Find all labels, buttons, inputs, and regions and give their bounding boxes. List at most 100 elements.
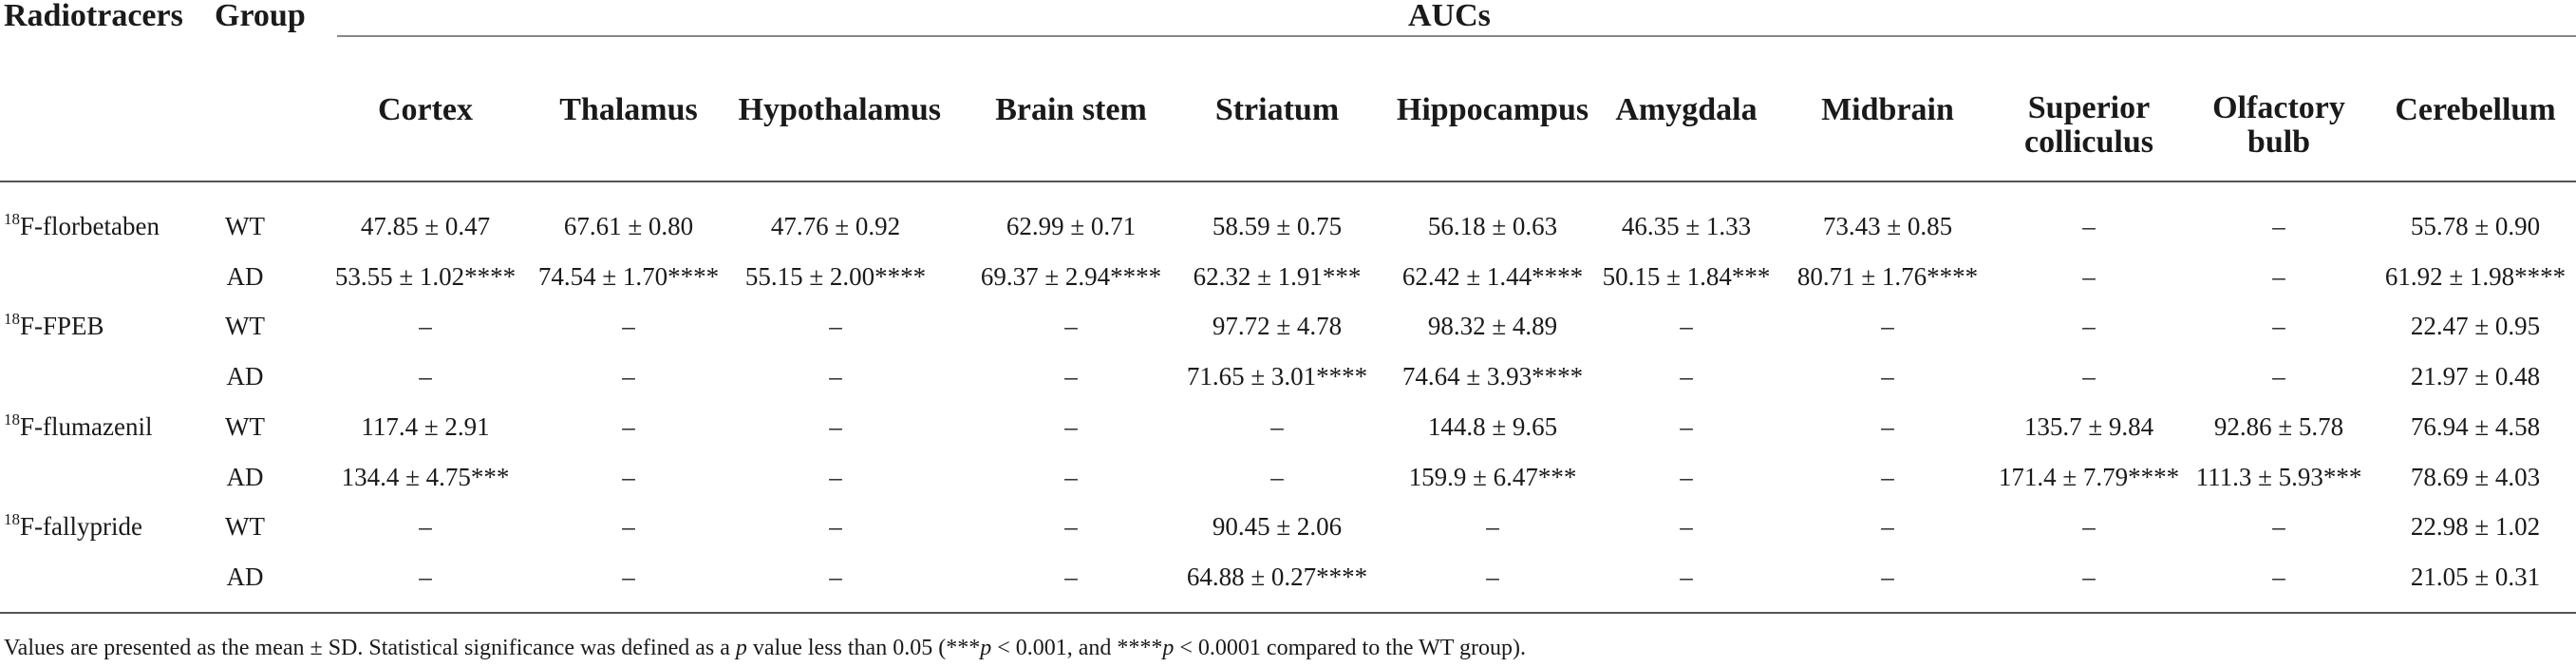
table-cell: 46.35 ± 1.33 (1621, 212, 1752, 240)
table-cell: – (1680, 512, 1693, 541)
table-cell: 80.71 ± 1.76**** (1796, 262, 1979, 291)
table-top-rule (0, 0, 2576, 1)
table-cell: – (622, 562, 635, 591)
table-cell: – (419, 362, 432, 391)
table-cell: 58.59 ± 0.75 (1212, 212, 1343, 240)
table-cell: – (2272, 312, 2285, 340)
table-cell: – (2272, 512, 2285, 541)
table-cell: 61.92 ± 1.98**** (2384, 262, 2567, 291)
table-cell: – (2272, 562, 2285, 591)
table-cell: 62.99 ± 0.71 (1006, 212, 1137, 240)
group-cell: AD (226, 463, 264, 491)
table-cell: 22.47 ± 0.95 (2410, 312, 2541, 340)
region-header: Striatum (1214, 92, 1340, 127)
table-cell: – (419, 312, 432, 340)
table-cell: – (1680, 562, 1693, 591)
table-cell: – (1881, 562, 1894, 591)
group-cell: WT (225, 412, 265, 441)
group-header: Group (215, 0, 306, 33)
table-cell: – (2082, 362, 2096, 391)
table-cell: 56.18 ± 0.63 (1427, 212, 1558, 240)
group-cell: AD (226, 562, 264, 591)
table-cell: 92.86 ± 5.78 (2213, 412, 2344, 441)
table-cell: 71.65 ± 3.01**** (1186, 362, 1368, 391)
table-cell: 50.15 ± 1.84*** (1602, 262, 1771, 291)
aucs-underline (337, 35, 2576, 37)
table-cell: – (2082, 312, 2096, 340)
table-cell: – (1881, 463, 1894, 491)
table-cell: – (1064, 312, 1078, 340)
table-footnote: Values are presented as the mean ± SD. S… (4, 636, 1526, 660)
table-cell: – (622, 512, 635, 541)
table-cell: – (2082, 262, 2096, 291)
table-cell: – (1486, 562, 1499, 591)
table-cell: 69.37 ± 2.94**** (980, 262, 1162, 291)
table-cell: – (1064, 512, 1078, 541)
table-cell: – (419, 562, 432, 591)
region-header: Brain stem (995, 92, 1147, 127)
table-cell: – (1881, 412, 1894, 441)
table-cell: 171.4 ± 7.79**** (1998, 463, 2180, 491)
table-cell: 135.7 ± 9.84 (2023, 412, 2154, 441)
table-cell: – (1680, 312, 1693, 340)
table-cell: 55.78 ± 0.90 (2410, 212, 2541, 240)
region-header: Cortex (377, 92, 474, 127)
table-cell: 47.76 ± 0.92 (770, 212, 901, 240)
group-cell: AD (226, 262, 264, 291)
table-cell: – (1486, 512, 1499, 541)
table-cell: – (1680, 463, 1693, 491)
table-cell: – (2082, 512, 2096, 541)
table-cell: 134.4 ± 4.75*** (341, 463, 510, 491)
table-cell: – (622, 312, 635, 340)
table-cell: – (1270, 463, 1284, 491)
table-cell: – (2272, 262, 2285, 291)
table-cell: – (829, 312, 842, 340)
table-cell: 111.3 ± 5.93*** (2195, 463, 2362, 491)
region-header: Olfactory bulb (2212, 90, 2345, 160)
table-bottom-rule (0, 612, 2576, 614)
tracer-flumazenil: 18F-flumazenil (4, 410, 153, 441)
table-cell: – (829, 512, 842, 541)
table-cell: – (1680, 412, 1693, 441)
aucs-header: AUCs (1408, 0, 1491, 33)
table-cell: – (1881, 362, 1894, 391)
table-cell: – (1270, 412, 1284, 441)
table-cell: 62.32 ± 1.91*** (1193, 262, 1362, 291)
region-header: Thalamus (559, 92, 698, 127)
region-header: Amygdala (1615, 92, 1758, 127)
table-cell: 76.94 ± 4.58 (2410, 412, 2541, 441)
table-cell: 22.98 ± 1.02 (2410, 512, 2541, 541)
region-header: Midbrain (1821, 92, 1954, 127)
group-cell: AD (226, 362, 264, 391)
table-cell: – (1064, 362, 1078, 391)
table-cell: – (1680, 362, 1693, 391)
table-cell: 90.45 ± 2.06 (1212, 512, 1343, 541)
tracer-florbetaben: 18F-florbetaben (4, 210, 160, 240)
region-header: Cerebellum (2395, 92, 2556, 127)
table-cell: 53.55 ± 1.02**** (334, 262, 517, 291)
table-cell: – (829, 362, 842, 391)
table-cell: – (1064, 412, 1078, 441)
table-cell: – (829, 463, 842, 491)
table-cell: 74.54 ± 1.70**** (537, 262, 720, 291)
table-cell: 98.32 ± 4.89 (1427, 312, 1558, 340)
region-header: Hypothalamus (738, 92, 942, 127)
table-cell: 47.85 ± 0.47 (360, 212, 491, 240)
table-cell: – (419, 512, 432, 541)
region-header: Hippocampus (1396, 92, 1589, 127)
table-cell: – (622, 362, 635, 391)
table-cell: – (1881, 312, 1894, 340)
table-cell: 74.64 ± 3.93**** (1401, 362, 1584, 391)
table-cell: 64.88 ± 0.27**** (1186, 562, 1368, 591)
group-cell: WT (225, 512, 265, 541)
table-cell: – (622, 463, 635, 491)
table-cell: 78.69 ± 4.03 (2410, 463, 2541, 491)
table-cell: 62.42 ± 1.44**** (1401, 262, 1584, 291)
table-cell: 159.9 ± 6.47*** (1408, 463, 1577, 491)
table-cell: – (1881, 512, 1894, 541)
table-cell: 117.4 ± 2.91 (361, 412, 490, 441)
table-cell: 21.97 ± 0.48 (2410, 362, 2541, 391)
table-cell: – (2272, 362, 2285, 391)
radiotracers-header: Radiotracers (4, 0, 183, 33)
